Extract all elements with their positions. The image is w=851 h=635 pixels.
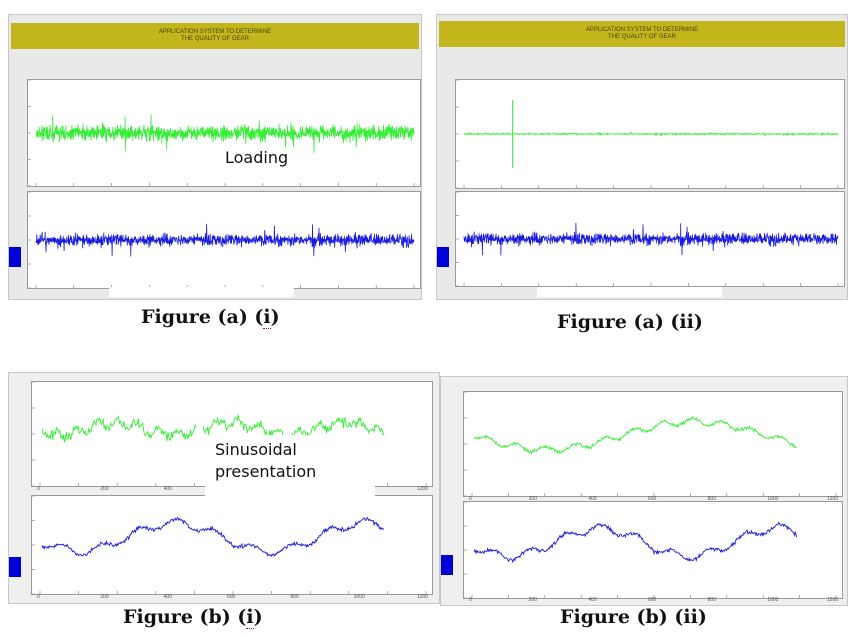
x-tick-label: 400 (588, 597, 597, 603)
x-tick-label: 800 (707, 597, 716, 603)
x-tick-label: 600 (227, 594, 236, 600)
signal-axes-bottom (455, 191, 845, 287)
x-tick-label: 400 (163, 594, 172, 600)
caption-a-i: Figure (a) (i) (141, 306, 280, 329)
caption-b-i-end: ) (253, 606, 263, 628)
loading-label: Loading (219, 147, 295, 169)
x-tick-label: 1000 (767, 597, 779, 603)
x-tick-label: 1000 (767, 496, 779, 502)
blue-signal-plot (32, 496, 427, 594)
signal-axes-bottom (27, 191, 421, 289)
caption-a-i-main: Figure (a) ( (141, 306, 264, 328)
x-tick-labels-bottom: 0 200 400 600 800 1000 1200 (463, 597, 841, 605)
status-indicator (9, 247, 21, 267)
caption-b-ii: Figure (b) (ii) (560, 606, 707, 628)
caption-b-ii-main: Figure (b) (ii) (560, 606, 707, 628)
x-tick-label: 1000 (353, 594, 365, 600)
app-title-banner: APPLICATION SYSTEM TO DETERMINE THE QUAL… (11, 23, 419, 49)
x-tick-label: 0 (37, 594, 40, 600)
overlay-line-2: presentation (215, 462, 317, 481)
panel-b-ii: 0 200 400 600 800 1000 1200 0 200 400 600 800 1000 1… (440, 376, 848, 606)
blue-signal-plot (456, 192, 839, 286)
x-tick-labels-top: 0 200 400 600 800 1000 1200 (463, 496, 841, 504)
x-tick-label: 1200 (827, 597, 839, 603)
panel-a-i: APPLICATION SYSTEM TO DETERMINE THE QUAL… (8, 14, 422, 300)
x-tick-label: 200 (100, 594, 109, 600)
x-tick-label: 0 (37, 486, 40, 492)
x-tick-label: 800 (707, 496, 716, 502)
x-tick-label: 1200 (827, 496, 839, 502)
panel-b-i: 0 200 400 600 800 1000 1200 0 200 400 600 800 1000 1… (8, 372, 440, 604)
status-indicator (437, 247, 449, 267)
x-tick-label: 0 (469, 597, 472, 603)
signal-axes-top (27, 79, 421, 187)
signal-axes-top (455, 79, 845, 189)
app-title-banner: APPLICATION SYSTEM TO DETERMINE THE QUAL… (439, 21, 845, 47)
signal-axes-bottom (31, 495, 433, 595)
caption-a-ii-main: Figure (a) (ii) (557, 311, 703, 333)
green-signal-plot (28, 80, 415, 186)
status-indicator (9, 557, 21, 577)
x-tick-label: 400 (588, 496, 597, 502)
x-tick-label: 200 (100, 486, 109, 492)
x-tick-label: 200 (528, 597, 537, 603)
green-signal-plot (464, 392, 837, 496)
x-tick-labels-bottom: 0 200 400 600 800 1000 1200 (31, 594, 431, 602)
x-tick-label: 600 (648, 597, 657, 603)
caption-a-ii: Figure (a) (ii) (557, 311, 703, 333)
green-signal-plot (456, 80, 839, 188)
x-tick-label: 800 (290, 594, 299, 600)
caption-a-i-end: ) (270, 306, 280, 328)
x-tick-label: 1200 (417, 594, 429, 600)
panel-a-ii: APPLICATION SYSTEM TO DETERMINE THE QUAL… (436, 14, 848, 300)
caption-b-i-mark: i (246, 606, 254, 629)
status-indicator (441, 555, 453, 575)
bottom-strip (537, 287, 722, 297)
blue-signal-plot (464, 502, 837, 598)
x-tick-label: 200 (528, 496, 537, 502)
caption-b-i: Figure (b) (i) (123, 606, 263, 629)
x-tick-label: 400 (163, 486, 172, 492)
blue-signal-plot (28, 192, 415, 288)
x-tick-label: 1200 (417, 486, 429, 492)
x-tick-label: 600 (648, 496, 657, 502)
signal-axes-top (463, 391, 843, 497)
x-tick-label: 0 (469, 496, 472, 502)
bottom-strip (109, 287, 294, 297)
overlay-line-1: Sinusoidal (215, 440, 297, 459)
caption-a-i-mark: i (263, 306, 271, 329)
sinusoidal-presentation-label: Sinusoidal presentation (205, 435, 375, 501)
caption-b-i-main: Figure (b) ( (123, 606, 247, 628)
signal-axes-bottom (463, 501, 843, 599)
